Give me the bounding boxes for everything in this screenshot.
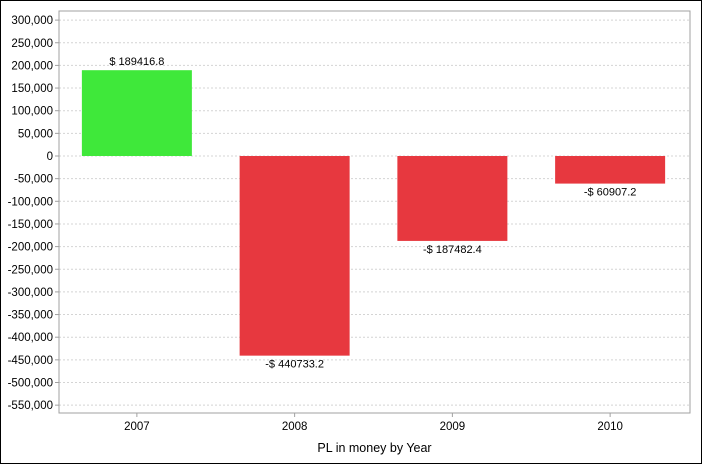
x-tick-label: 2008 bbox=[282, 421, 308, 433]
y-tick-label: 150,000 bbox=[11, 83, 53, 95]
x-axis-ticks: 2007 2008 2009 2010 bbox=[124, 413, 623, 433]
x-tick-label: 2010 bbox=[597, 421, 623, 433]
bar-2007 bbox=[81, 70, 192, 156]
y-tick-label: -50,000 bbox=[14, 174, 53, 186]
y-tick-label: 300,000 bbox=[11, 15, 53, 27]
x-axis-title: PL in money by Year bbox=[317, 441, 431, 455]
y-tick-label: 50,000 bbox=[18, 128, 53, 140]
data-label-2010: -$ 60907.2 bbox=[584, 187, 637, 199]
y-tick-label: -400,000 bbox=[8, 332, 53, 344]
bars bbox=[81, 70, 666, 356]
x-tick-label: 2007 bbox=[124, 421, 150, 433]
plot-area-border bbox=[58, 10, 691, 414]
bar-2010 bbox=[555, 156, 666, 184]
data-labels: $ 189416.8 -$ 440733.2 -$ 187482.4 -$ 60907… bbox=[109, 56, 636, 370]
data-label-2007: $ 189416.8 bbox=[109, 56, 164, 68]
x-tick-label: 2009 bbox=[440, 421, 466, 433]
y-tick-label: 100,000 bbox=[11, 106, 53, 118]
y-tick-label: -450,000 bbox=[8, 355, 53, 367]
bar-2009 bbox=[397, 156, 508, 241]
y-tick-label: -300,000 bbox=[8, 287, 53, 299]
y-tick-label: 200,000 bbox=[11, 60, 53, 72]
y-tick-label: -150,000 bbox=[8, 219, 53, 231]
y-axis-ticks: 300,000 250,000 200,000 150,000 100,000 50,00… bbox=[8, 15, 59, 412]
y-tick-label: -550,000 bbox=[8, 400, 53, 412]
y-tick-label: -100,000 bbox=[8, 196, 53, 208]
y-tick-label: -200,000 bbox=[8, 242, 53, 254]
data-label-2009: -$ 187482.4 bbox=[423, 244, 482, 256]
y-tick-label: -350,000 bbox=[8, 310, 53, 322]
y-tick-label: -500,000 bbox=[8, 378, 53, 390]
y-tick-label: 250,000 bbox=[11, 38, 53, 50]
y-tick-label: -250,000 bbox=[8, 264, 53, 276]
data-label-2008: -$ 440733.2 bbox=[265, 359, 324, 371]
y-tick-label: 0 bbox=[47, 151, 53, 163]
bar-2008 bbox=[239, 156, 350, 356]
